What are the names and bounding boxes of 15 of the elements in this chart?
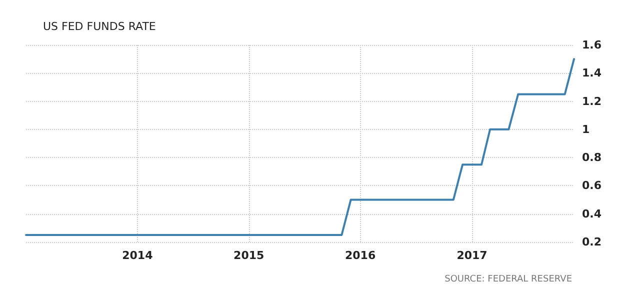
y-tick-label: 0.8 bbox=[582, 151, 602, 164]
x-tick-label: 2014 bbox=[122, 249, 154, 262]
line-series bbox=[25, 58, 575, 236]
source-note: SOURCE: FEDERAL RESERVE bbox=[444, 274, 572, 284]
y-tick-label: 1.4 bbox=[582, 66, 602, 80]
y-tick-label: 1.6 bbox=[582, 38, 602, 52]
chart-title: US FED FUNDS RATE bbox=[43, 20, 156, 33]
x-tick-label: 2015 bbox=[234, 249, 264, 262]
y-tick-label: 0.4 bbox=[582, 207, 602, 220]
y-tick-label: 0.6 bbox=[582, 179, 602, 192]
y-tick-label: 1.2 bbox=[582, 94, 602, 108]
x-tick-label: 2017 bbox=[456, 249, 488, 262]
y-tick-label: 1 bbox=[582, 122, 590, 136]
y-tick-label: 0.2 bbox=[582, 236, 602, 248]
x-tick-label: 2016 bbox=[344, 249, 376, 262]
